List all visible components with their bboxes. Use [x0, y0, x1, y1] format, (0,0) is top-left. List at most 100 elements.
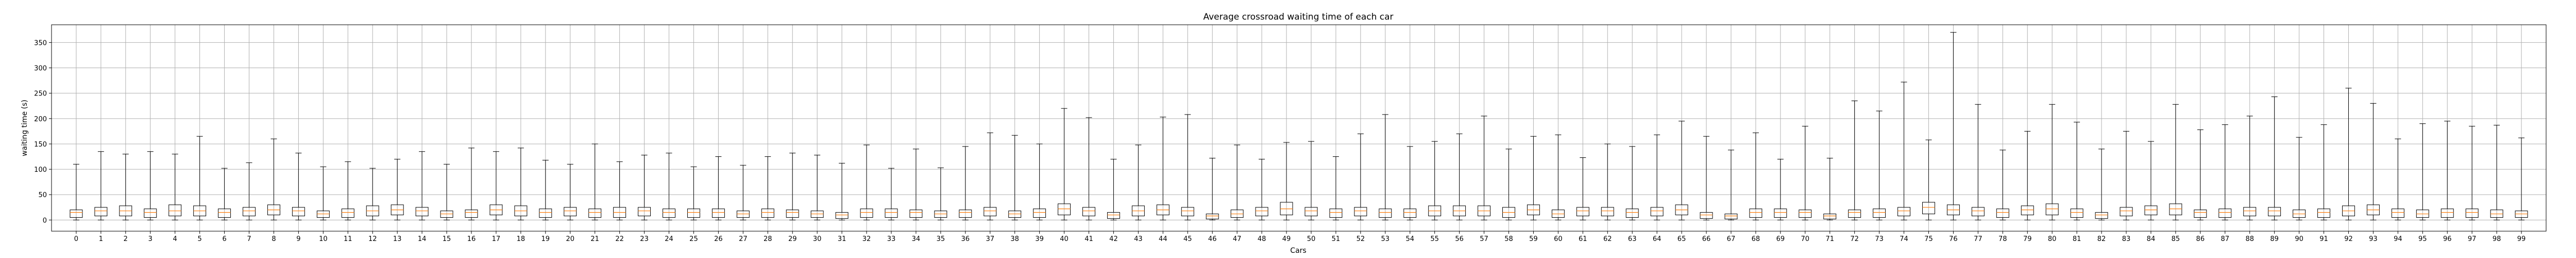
x-tick-label: 82: [2097, 235, 2106, 243]
x-tick-label: 58: [1504, 235, 1513, 243]
box-car-33: [885, 168, 898, 220]
x-tick-label: 36: [961, 235, 970, 243]
x-tick-label: 97: [2468, 235, 2477, 243]
box-car-6: [218, 168, 231, 220]
x-tick-label: 21: [590, 235, 599, 243]
iqr-box: [2268, 207, 2281, 217]
x-tick-label: 13: [393, 235, 402, 243]
x-tick-label: 93: [2369, 235, 2378, 243]
y-tick-label: 350: [34, 39, 47, 47]
iqr-box: [687, 208, 700, 218]
x-tick-label: 73: [1875, 235, 1884, 243]
x-tick-label: 88: [2245, 235, 2254, 243]
x-tick-label: 3: [148, 235, 152, 243]
box-car-79: [2021, 131, 2034, 220]
x-tick-label: 43: [1134, 235, 1143, 243]
iqr-box: [588, 208, 602, 218]
x-axis-label: Cars: [1290, 247, 1306, 255]
box-car-14: [415, 151, 429, 220]
x-tick-label: 92: [2344, 235, 2353, 243]
box-car-39: [1033, 143, 1046, 220]
x-tick-label: 75: [1924, 235, 1933, 243]
x-tick-label: 14: [418, 235, 427, 243]
iqr-box: [168, 204, 182, 217]
x-tick-label: 28: [764, 235, 772, 243]
iqr-box: [1354, 207, 1367, 217]
iqr-box: [1181, 207, 1194, 217]
x-tick-label: 60: [1554, 235, 1563, 243]
box-car-52: [1354, 133, 1367, 220]
x-tick-label: 80: [2048, 235, 2057, 243]
box-car-85: [2169, 104, 2182, 220]
iqr-box: [860, 208, 873, 218]
x-tick-label: 30: [813, 235, 822, 243]
iqr-box: [2095, 212, 2108, 219]
x-tick-label: 22: [615, 235, 624, 243]
chart-title: Average crossroad waiting time of each c…: [1203, 12, 1393, 22]
x-tick-label: 47: [1233, 235, 1242, 243]
x-tick-label: 26: [714, 235, 723, 243]
x-tick-label: 4: [173, 235, 177, 243]
iqr-box: [1848, 209, 1861, 218]
iqr-box: [1873, 208, 1886, 218]
box-car-81: [2070, 122, 2083, 220]
box-car-95: [2416, 123, 2429, 220]
box-car-3: [144, 151, 157, 220]
x-tick-label: 51: [1332, 235, 1341, 243]
iqr-box: [2045, 203, 2059, 216]
x-tick-label: 70: [1801, 235, 1810, 243]
iqr-box: [1576, 207, 1589, 217]
box-car-28: [761, 156, 774, 220]
x-tick-label: 78: [1998, 235, 2007, 243]
y-tick-label: 100: [34, 166, 47, 174]
x-tick-label: 31: [838, 235, 846, 243]
box-car-1: [94, 151, 108, 220]
box-car-53: [1379, 114, 1392, 220]
box-car-36: [959, 146, 972, 220]
x-tick-label: 95: [2418, 235, 2427, 243]
x-tick-label: 46: [1208, 235, 1217, 243]
box-car-43: [1131, 144, 1145, 220]
y-tick-label: 250: [34, 90, 47, 98]
iqr-box: [218, 208, 231, 218]
x-tick-label: 63: [1628, 235, 1637, 243]
y-grid-and-ticks: 0 50 100 150 200 250 300 350: [34, 39, 2546, 224]
iqr-box: [1724, 214, 1738, 219]
box-car-20: [564, 164, 577, 220]
plot-frame: [51, 24, 2547, 232]
box-car-25: [687, 166, 700, 220]
box-car-69: [1774, 158, 1787, 220]
iqr-box: [564, 207, 577, 217]
iqr-box: [2021, 205, 2034, 216]
x-tick-label: 6: [222, 235, 226, 243]
x-tick-label: 9: [296, 235, 300, 243]
x-tick-label: 56: [1455, 235, 1464, 243]
box-car-44: [1156, 117, 1170, 220]
box-car-19: [539, 159, 552, 220]
x-tick-label: 8: [272, 235, 276, 243]
x-tick-label: 44: [1159, 235, 1167, 243]
x-tick-label: 57: [1480, 235, 1488, 243]
iqr-box: [1329, 208, 1343, 218]
box-car-62: [1601, 143, 1614, 220]
iqr-box: [1033, 208, 1046, 218]
y-tick-label: 150: [34, 141, 47, 149]
box-car-86: [2194, 129, 2207, 220]
x-tick-label: 91: [2319, 235, 2328, 243]
x-tick-label: 18: [517, 235, 526, 243]
iqr-box: [2465, 208, 2479, 218]
box-car-0: [70, 164, 83, 220]
box-car-48: [1255, 158, 1268, 220]
box-car-50: [1304, 141, 1318, 220]
x-tick-label: 29: [788, 235, 797, 243]
iqr-box: [835, 212, 849, 219]
box-car-35: [934, 167, 947, 220]
box-car-94: [2391, 138, 2404, 220]
box-car-92: [2342, 88, 2355, 220]
x-tick-label: 24: [665, 235, 673, 243]
box-car-54: [1403, 146, 1417, 220]
box-car-31: [835, 163, 849, 220]
x-tick-label: 68: [1752, 235, 1760, 243]
box-car-46: [1206, 157, 1219, 220]
x-grid-and-ticks: 0 1 2 3 4 5 6 7 8 9 10 11 12 13 14 15 16 17 18 19 20 21 22 23 24…: [74, 25, 2526, 243]
